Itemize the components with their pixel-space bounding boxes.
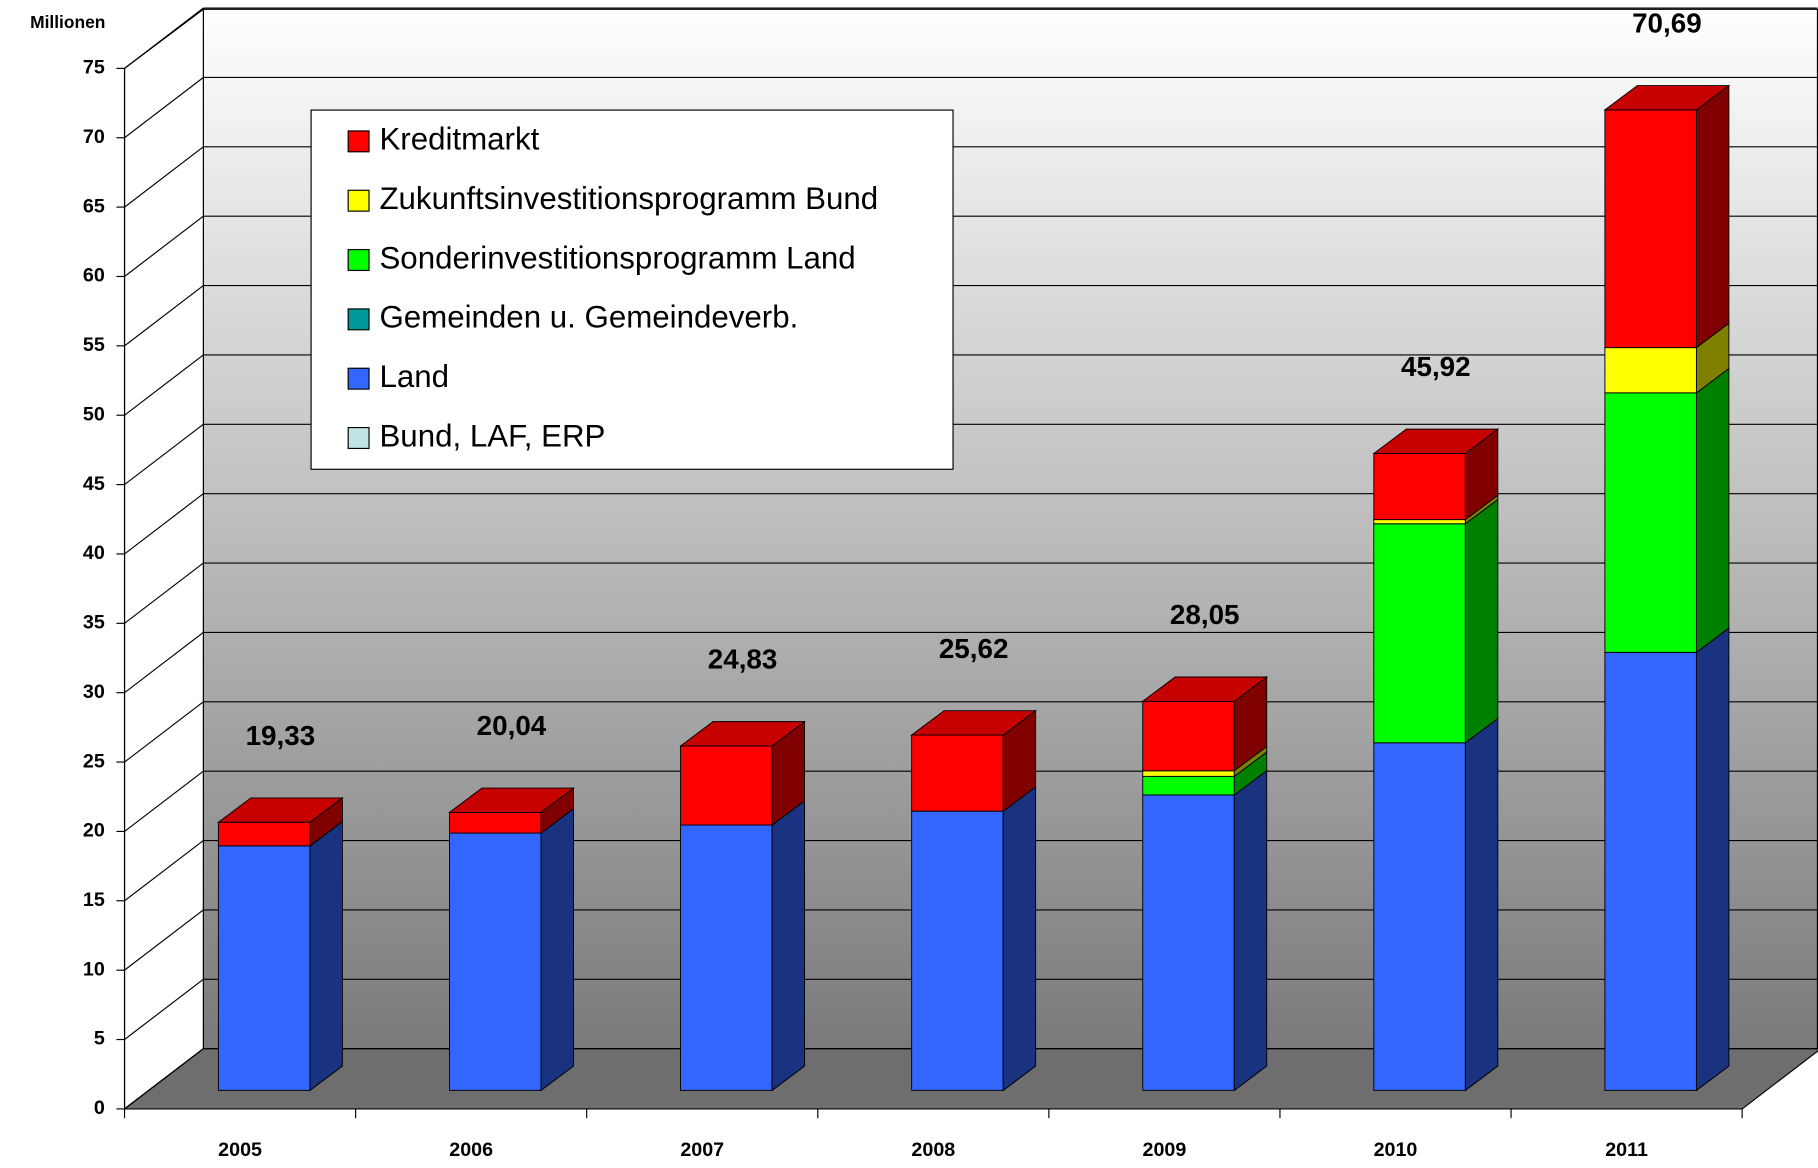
bar-side	[1233, 769, 1268, 1092]
total-label: 24,83	[708, 644, 778, 675]
bar-top	[1372, 428, 1500, 454]
y-tick-label: 50	[83, 403, 105, 425]
legend	[310, 109, 954, 470]
legend-swatch	[347, 367, 370, 390]
grid-line	[124, 840, 204, 902]
grid-line	[124, 701, 204, 763]
bar-segment	[1604, 392, 1697, 653]
x-tick-label: 2007	[680, 1139, 724, 1161]
bar-side	[1464, 717, 1499, 1092]
legend-label: Kreditmarkt	[379, 122, 539, 157]
y-tick-label: 75	[83, 57, 105, 79]
bar-side	[771, 799, 806, 1092]
grid-line	[124, 215, 204, 277]
legend-swatch	[347, 249, 370, 272]
grid-line	[124, 978, 204, 1040]
grid-line	[124, 562, 204, 624]
x-tick-label: 2006	[449, 1139, 493, 1161]
bar-segment	[1373, 452, 1466, 521]
grid-line	[124, 7, 204, 69]
bar-segment	[1604, 347, 1697, 394]
bar-segment	[680, 745, 773, 826]
grid-line	[124, 493, 204, 555]
bar-segment	[1604, 651, 1697, 1091]
bar-top	[217, 797, 344, 823]
bar-segment	[1142, 775, 1235, 796]
bar-side	[309, 820, 343, 1092]
x-tick-label: 2008	[911, 1139, 955, 1161]
x-tick-label: 2009	[1143, 1139, 1187, 1161]
bar-side	[1002, 785, 1037, 1092]
x-tick-label: 2005	[218, 1139, 262, 1161]
legend-label: Bund, LAF, ERP	[379, 418, 605, 453]
y-tick-label: 0	[94, 1097, 105, 1119]
bar-segment	[680, 824, 773, 1091]
y-tick-label: 70	[83, 126, 105, 148]
y-axis-label: Millionen	[30, 12, 105, 32]
y-tick-label: 15	[83, 889, 105, 911]
grid-line	[124, 770, 204, 832]
grid-line	[124, 1048, 204, 1110]
bar-segment	[1142, 794, 1235, 1091]
bar-side	[1695, 627, 1730, 1092]
bar-segment	[911, 810, 1004, 1091]
legend-label: Zukunftsinvestitionsprogramm Bund	[379, 181, 878, 216]
bar-side	[1695, 367, 1730, 654]
y-tick-label: 35	[83, 612, 105, 634]
y-tick-label: 10	[83, 958, 105, 980]
bar-top	[910, 710, 1038, 736]
grid-line	[124, 909, 204, 971]
y-tick-label: 65	[83, 195, 105, 217]
bar-segment	[217, 821, 311, 847]
y-tick-label: 20	[83, 820, 105, 842]
grid-line	[124, 423, 204, 486]
legend-label: Land	[379, 359, 449, 394]
total-label: 25,62	[939, 633, 1009, 664]
legend-label: Gemeinden u. Gemeindeverb.	[379, 300, 798, 335]
x-tick-label: 2010	[1374, 1139, 1418, 1161]
bar-segment	[1373, 742, 1466, 1091]
bar-top	[1141, 676, 1269, 702]
bar-top	[1603, 85, 1731, 111]
side-wall	[123, 8, 204, 1111]
total-label: 28,05	[1170, 599, 1240, 630]
bar-segment	[1142, 770, 1235, 777]
y-tick-label: 30	[83, 681, 105, 703]
y-tick-label: 55	[83, 334, 105, 356]
bar-segment	[1604, 109, 1697, 349]
y-tick-label: 5	[94, 1028, 105, 1050]
bar-side	[1695, 84, 1730, 349]
total-label: 19,33	[246, 720, 316, 751]
grid-line	[124, 285, 204, 347]
bar-segment	[1373, 523, 1466, 744]
bar-segment	[449, 811, 542, 834]
legend-label: Sonderinvestitionsprogramm Land	[379, 240, 855, 275]
legend-swatch	[347, 189, 370, 212]
bar-top	[448, 787, 575, 813]
bar-segment	[217, 845, 311, 1091]
bar-segment	[911, 734, 1004, 812]
total-label: 20,04	[477, 710, 547, 741]
legend-swatch	[347, 130, 370, 153]
total-label: 70,69	[1632, 8, 1702, 39]
grid-line	[124, 77, 204, 139]
y-tick-label: 25	[83, 750, 105, 772]
bar-segment	[449, 832, 542, 1091]
x-tick-label: 2011	[1605, 1139, 1648, 1161]
bar-side	[540, 807, 574, 1092]
bar-segment	[1142, 700, 1235, 772]
y-tick-label: 60	[83, 265, 105, 287]
y-tick-label: 45	[83, 473, 105, 495]
grid-line	[124, 146, 204, 208]
bar-top	[679, 721, 806, 747]
total-label: 45,92	[1401, 351, 1471, 382]
grid-line	[124, 631, 204, 694]
y-tick-label: 40	[83, 542, 105, 564]
legend-swatch	[347, 308, 370, 331]
grid-line	[124, 354, 204, 416]
legend-swatch	[347, 426, 370, 450]
bar-segment	[1373, 519, 1466, 525]
bar-side	[1464, 498, 1499, 744]
